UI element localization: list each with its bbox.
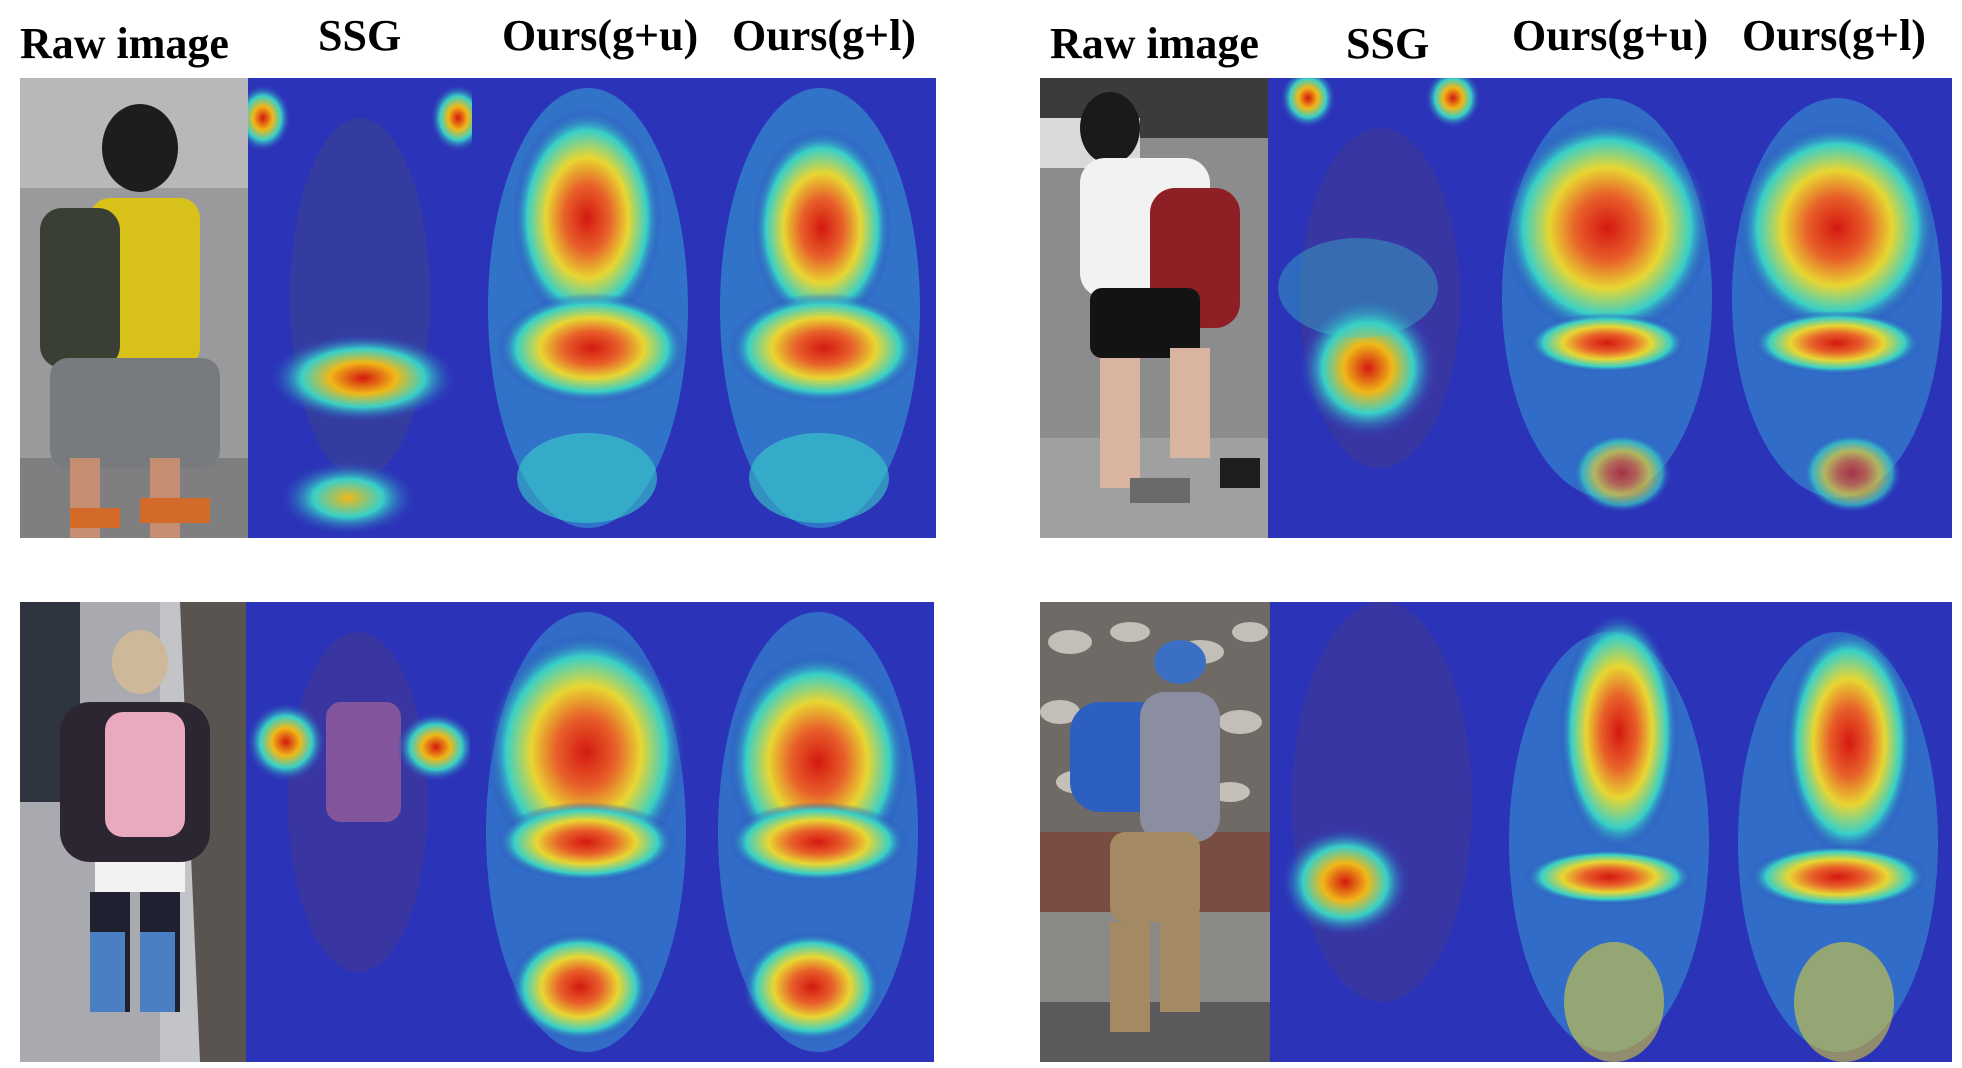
header-ours-gl-right: Ours(g+l) — [1742, 11, 1926, 60]
header-raw-image-right: Raw image — [1050, 19, 1259, 68]
header-raw-image-left: Raw image — [20, 19, 229, 68]
raw-image-2 — [1040, 78, 1268, 538]
ours-gu-heatmap-2 — [1492, 78, 1722, 538]
header-ssg-right: SSG — [1346, 19, 1430, 68]
ours-gl-heatmap-2 — [1722, 78, 1952, 538]
ours-gl-heatmap-4 — [1724, 602, 1952, 1062]
ssg-heatmap-1 — [248, 78, 472, 538]
ours-gu-heatmap-4 — [1494, 602, 1724, 1062]
header-ours-gl-left: Ours(g+l) — [732, 11, 916, 60]
ssg-heatmap-3 — [246, 602, 470, 1062]
ours-gu-heatmap-3 — [470, 602, 702, 1062]
ours-gl-heatmap-1 — [704, 78, 936, 538]
raw-image-4 — [1040, 602, 1270, 1062]
raw-image-1 — [20, 78, 248, 538]
header-ours-gu-left: Ours(g+u) — [502, 11, 699, 60]
ours-gu-heatmap-1 — [472, 78, 704, 538]
ssg-heatmap-2 — [1268, 78, 1492, 538]
ours-gl-heatmap-3 — [702, 602, 934, 1062]
header-ours-gu-right: Ours(g+u) — [1512, 11, 1709, 60]
ssg-heatmap-4 — [1270, 602, 1494, 1062]
raw-image-3 — [20, 602, 246, 1062]
header-ssg-left: SSG — [318, 11, 402, 60]
